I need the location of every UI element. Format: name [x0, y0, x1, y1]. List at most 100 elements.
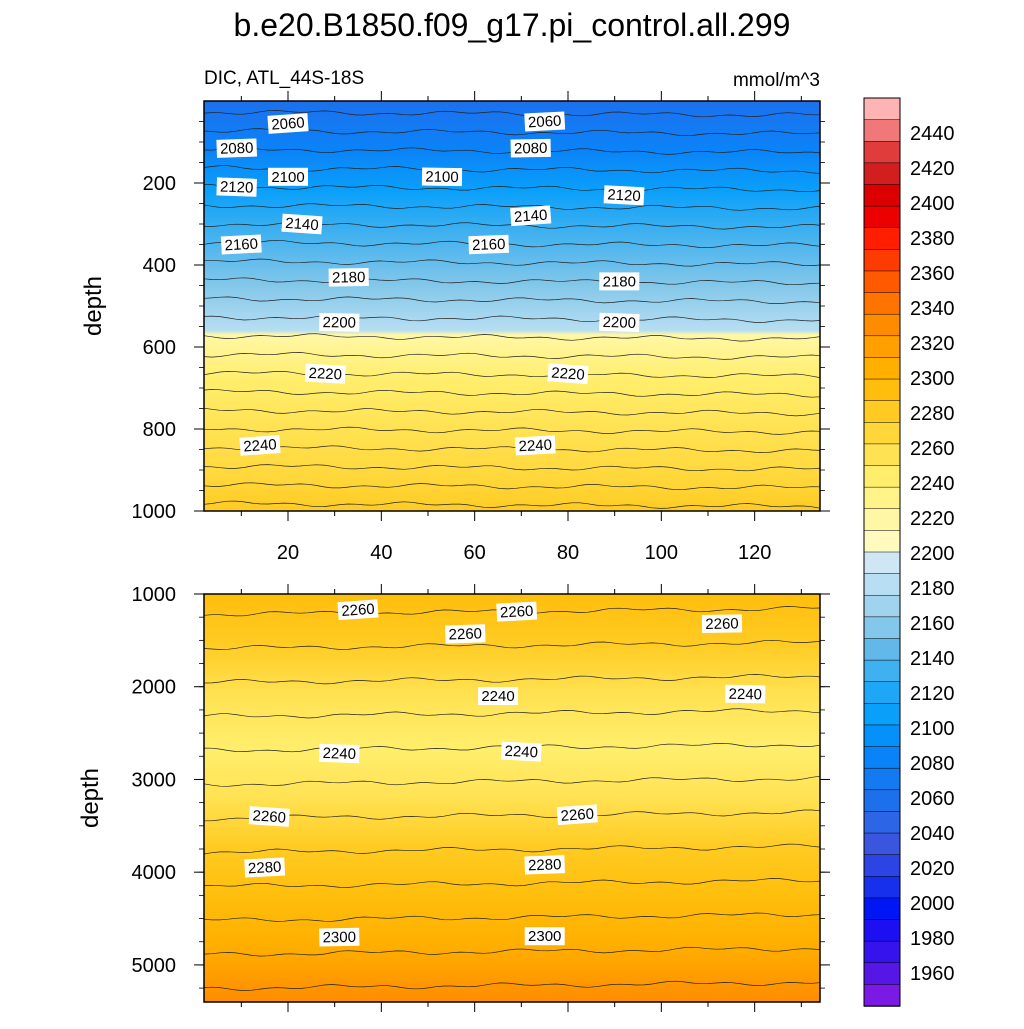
x-tick-label: 80 — [557, 542, 579, 564]
contour-line — [204, 258, 821, 267]
contour-label: 2140 — [281, 213, 323, 235]
bottom-panel-field — [204, 594, 820, 1002]
figure-title: b.e20.B1850.f09_g17.pi_control.all.299 — [234, 7, 791, 43]
colorbar-swatch — [863, 984, 901, 1007]
colorbar-swatch — [863, 443, 901, 467]
contour-label: 2180 — [599, 272, 640, 291]
contour-label-text: 2060 — [271, 114, 305, 133]
contour-label-text: 2260 — [252, 807, 286, 826]
contour-line — [203, 389, 821, 398]
colorbar-swatch — [863, 724, 901, 748]
contour-label-text: 2280 — [248, 859, 282, 878]
contour-label-box — [556, 804, 598, 826]
colorbar-label: 2080 — [910, 753, 955, 775]
contour-label: 2300 — [524, 927, 565, 946]
y-tick-label: 400 — [143, 255, 176, 277]
colorbar-label: 2120 — [910, 683, 955, 705]
colorbar-label: 2300 — [910, 368, 955, 390]
contour-line — [203, 426, 821, 435]
colorbar-label: 2260 — [910, 438, 955, 460]
top-contour-lines — [203, 110, 821, 509]
contour-line — [203, 445, 821, 454]
contour-label-box — [725, 684, 766, 704]
contour-line — [203, 184, 821, 193]
colorbar-swatch — [863, 854, 901, 878]
contour-label: 2300 — [319, 927, 360, 947]
colorbar-swatch — [863, 681, 901, 705]
colorbar-swatch — [863, 400, 901, 424]
contour-label-box — [524, 927, 565, 946]
top-panel-variable-label: DIC, ATL_44S-18S — [204, 68, 364, 89]
contour-line — [203, 708, 821, 719]
contour-label: 2260 — [248, 806, 290, 827]
contour-line — [203, 203, 821, 211]
colorbar-swatch — [863, 227, 901, 251]
colorbar-frame — [863, 97, 901, 1007]
colorbar-label: 2240 — [910, 473, 955, 495]
colorbar-label: 2020 — [910, 858, 955, 880]
colorbar-swatch — [863, 962, 901, 986]
contour-line — [203, 500, 821, 509]
colorbar-swatch — [863, 357, 901, 380]
colorbar-label: 1960 — [910, 963, 955, 985]
top-panel-field — [204, 101, 820, 511]
contour-label: 2280 — [244, 857, 286, 878]
colorbar-swatch — [863, 897, 901, 921]
colorbar-swatch — [863, 703, 901, 726]
colorbar-swatch — [863, 832, 901, 856]
y-tick-label: 5000 — [132, 955, 177, 977]
contour-label: 2160 — [468, 234, 510, 255]
colorbar-swatch — [863, 292, 901, 315]
colorbar-swatch — [863, 422, 901, 445]
colorbar-swatch — [863, 789, 901, 813]
colorbar-swatch — [863, 573, 901, 596]
contour-label-text: 2100 — [271, 169, 304, 186]
contour-label: 2160 — [220, 234, 262, 255]
contour-label: 2280 — [524, 855, 566, 875]
colorbar-swatch — [863, 876, 901, 899]
contour-label-text: 2080 — [220, 140, 254, 158]
colorbar-label: 2280 — [910, 403, 955, 425]
colorbar-swatch — [863, 465, 901, 488]
contour-label: 2220 — [547, 363, 589, 385]
colorbar-label: 2140 — [910, 648, 955, 670]
contour-label-text: 2240 — [504, 743, 538, 762]
contour-label-text: 2120 — [607, 186, 641, 205]
colorbar-swatch — [863, 162, 901, 186]
contour-line — [203, 110, 820, 118]
contour-label-box — [304, 363, 346, 384]
colorbar-swatch — [863, 919, 901, 942]
colorbar: 2440 2420 2400 2380 2360 2340 2320 2300 2280 2260… — [863, 97, 955, 1007]
colorbar-swatch — [863, 119, 901, 142]
y-tick-label: 600 — [143, 337, 176, 359]
contour-line — [203, 674, 821, 685]
x-tick-label: 100 — [645, 542, 678, 564]
contour-line — [203, 277, 821, 286]
contour-label-box — [496, 601, 538, 622]
contour-label-box — [319, 927, 360, 947]
contour-label-box — [468, 234, 510, 255]
colorbar-label: 2160 — [910, 613, 955, 635]
contour-label-box — [216, 177, 258, 197]
contour-label-box — [603, 185, 645, 206]
top-contour-labels: 2060 2060 2080 2080 2100 2100 2120 2120 2140 2140… — [216, 111, 645, 456]
colorbar-swatch — [863, 638, 901, 661]
contour-label-box — [547, 363, 589, 385]
colorbar-swatch — [863, 508, 901, 532]
colorbar-swatch — [863, 313, 901, 337]
colorbar-swatch — [863, 140, 901, 164]
x-tick-label: 120 — [738, 542, 771, 564]
contour-label-text: 2160 — [224, 236, 258, 255]
colorbar-label: 2200 — [910, 543, 955, 565]
contour-line — [203, 775, 821, 787]
contour-label-text: 2260 — [341, 601, 375, 620]
contour-line — [204, 809, 821, 822]
contour-label-text: 2300 — [528, 928, 561, 945]
contour-label-box — [510, 205, 552, 227]
x-tick-label: 40 — [370, 542, 392, 564]
y-tick-label: 2000 — [132, 677, 177, 699]
contour-label-box — [239, 435, 281, 456]
contour-label: 2240 — [514, 435, 556, 456]
